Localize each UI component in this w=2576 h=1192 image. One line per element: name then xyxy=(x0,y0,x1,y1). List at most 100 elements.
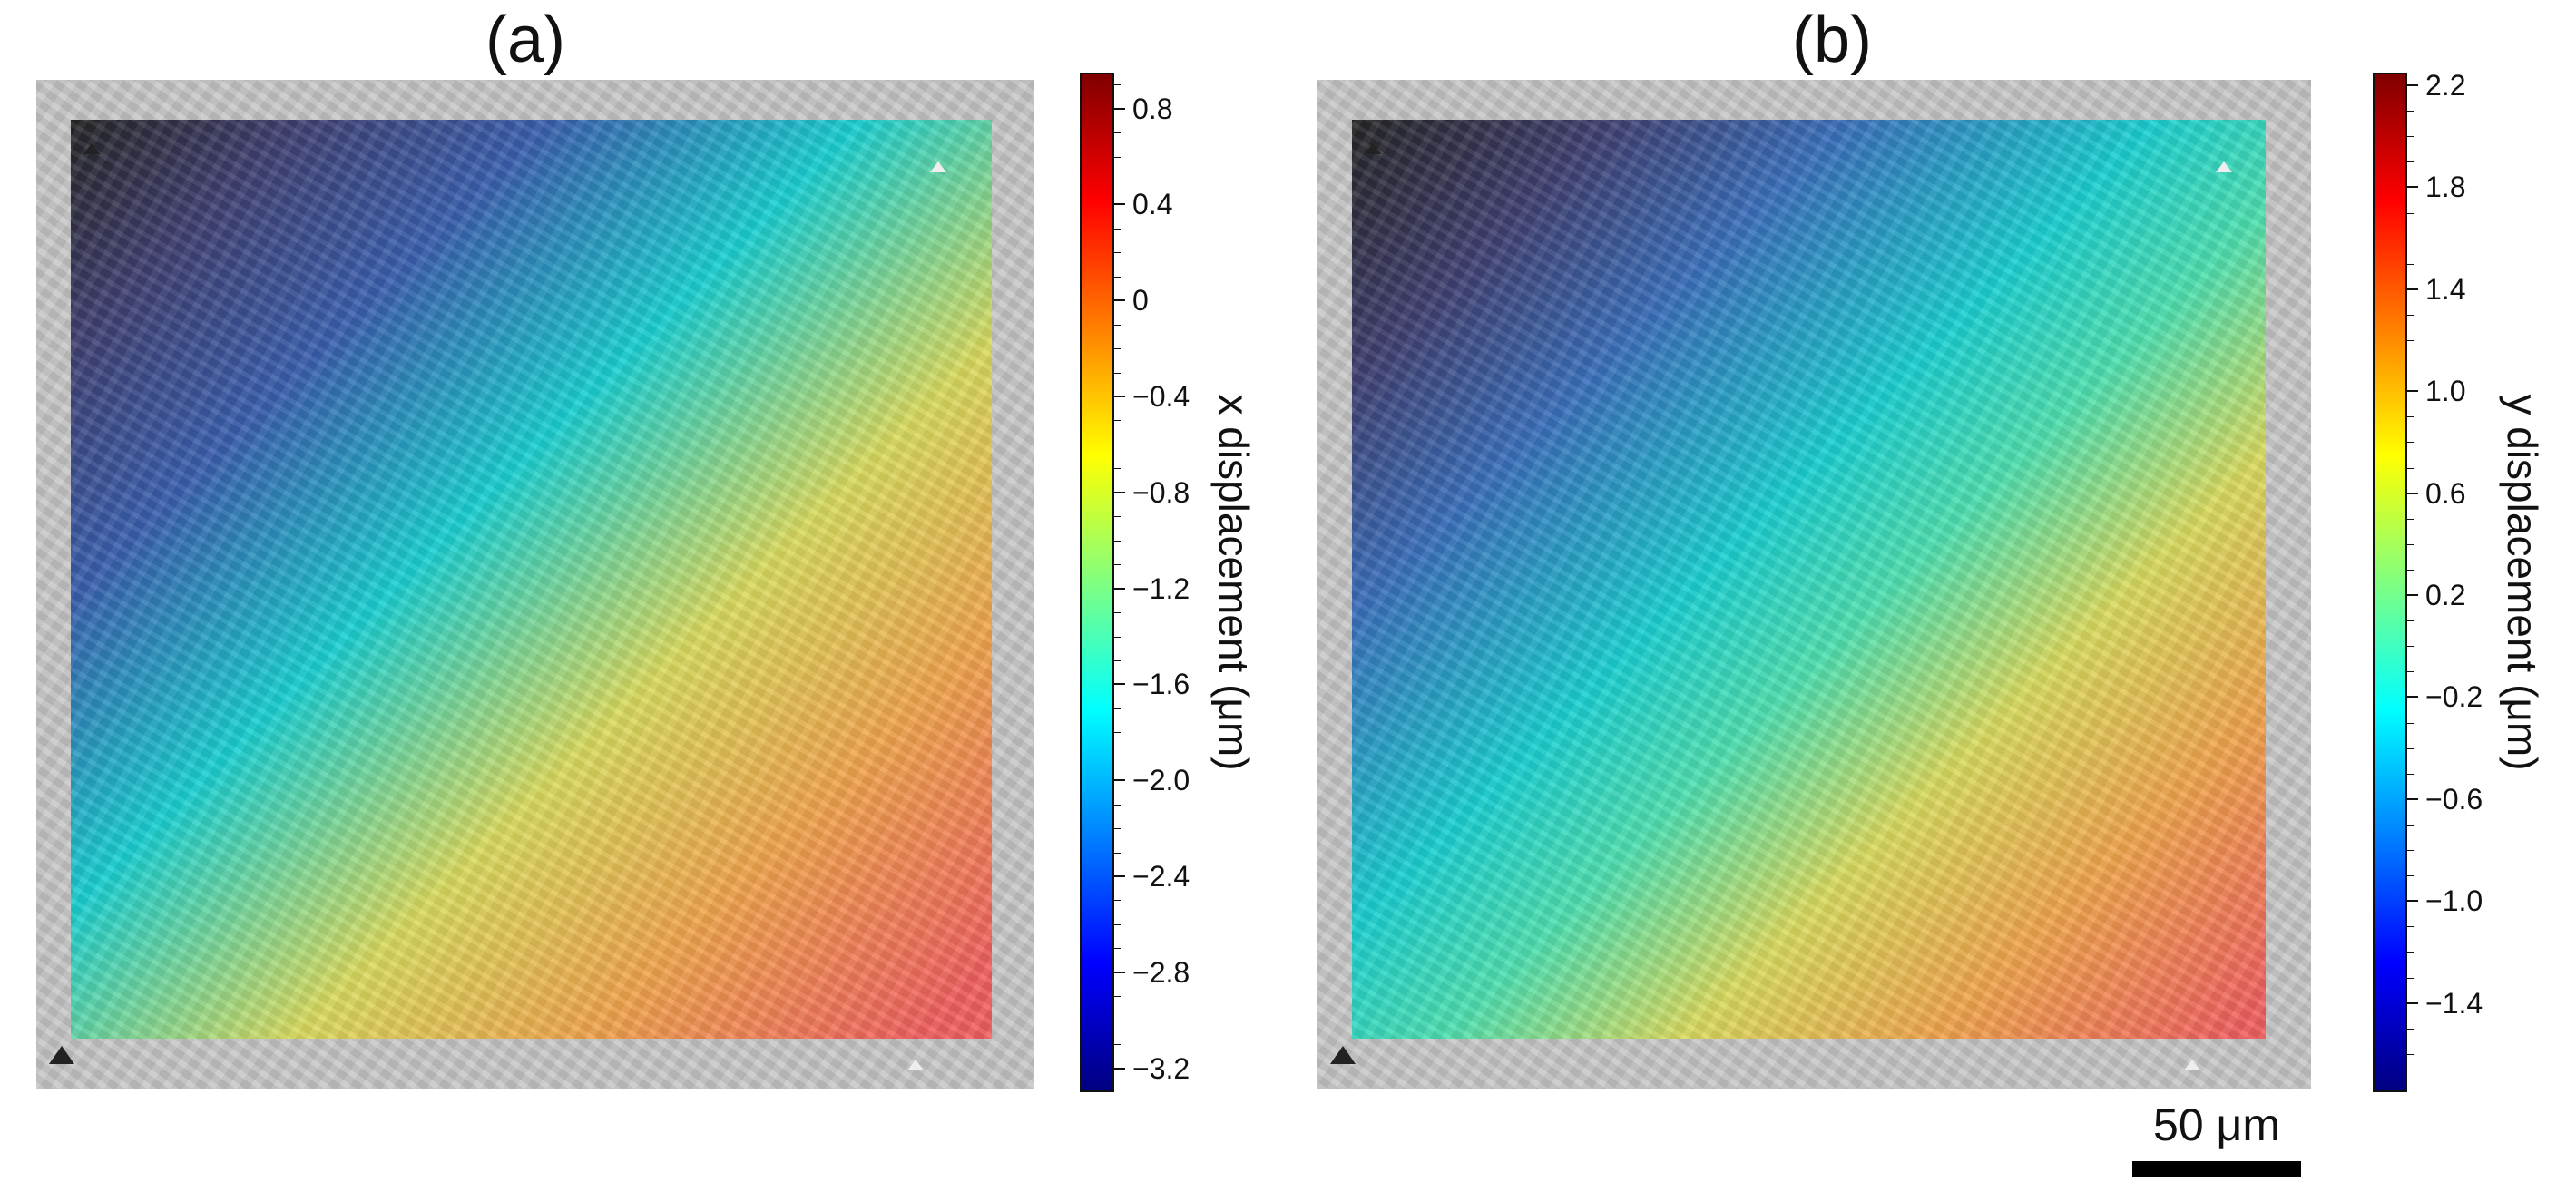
colorbar-minor-tick xyxy=(1114,468,1121,470)
scale-bar-label: 50 μm xyxy=(2153,1099,2280,1150)
colorbar-minor-tick xyxy=(1114,660,1121,661)
colorbar-tick-label: −2.0 xyxy=(1132,764,1190,797)
colorbar-minor-tick xyxy=(2407,416,2414,418)
colorbar-tick-label: 0.8 xyxy=(1132,92,1173,125)
colorbar-minor-tick xyxy=(2407,773,2414,775)
colorbar-minor-tick xyxy=(1114,948,1121,950)
colorbar-minor-tick xyxy=(2407,671,2414,673)
colorbar-minor-tick xyxy=(2407,442,2414,444)
colorbar-minor-tick xyxy=(2407,111,2414,112)
colorbar-tick-label: 1.4 xyxy=(2425,272,2466,306)
colorbar-tick xyxy=(2407,900,2418,903)
panel-a: (a) 0.8 0.4 0 −0.4 −0.8 −1.2 −1.6 −2.0 −2.4 −2.8 −… xyxy=(36,4,1258,1092)
colorbar-tick-label: 0 xyxy=(1132,284,1149,318)
fiducial-marker-icon xyxy=(2184,1060,2200,1070)
colorbar-minor-tick xyxy=(1114,732,1121,734)
colorbar-minor-tick xyxy=(2407,263,2414,265)
colorbar-tick xyxy=(2407,186,2418,189)
scale-bar xyxy=(2132,1161,2301,1177)
colorbar-minor-tick xyxy=(1114,828,1121,830)
colorbar-b xyxy=(2373,73,2407,1092)
colorbar-minor-tick xyxy=(1114,324,1121,326)
colorbar-minor-tick xyxy=(1114,852,1121,854)
colorbar-a xyxy=(1080,73,1114,1092)
colorbar-minor-tick xyxy=(2407,467,2414,469)
colorbar-tick-label: −0.2 xyxy=(2425,680,2483,714)
colorbar-minor-tick xyxy=(2407,136,2414,138)
fiducial-marker-icon xyxy=(1365,143,1381,154)
colorbar-minor-tick xyxy=(1114,804,1121,806)
colorbar-tick xyxy=(2407,594,2418,597)
microstructure-texture-b xyxy=(1352,120,2266,1039)
colorbar-minor-tick xyxy=(1114,84,1121,86)
colorbar-tick xyxy=(2407,84,2418,87)
colorbar-minor-tick xyxy=(2407,875,2414,877)
colorbar-minor-tick xyxy=(2407,1028,2414,1030)
colorbar-tick xyxy=(1114,779,1125,782)
colorbar-minor-tick xyxy=(2407,722,2414,724)
colorbar-minor-tick xyxy=(1114,900,1121,902)
colorbar-tick-label: −0.4 xyxy=(1132,380,1190,414)
colorbar-tick xyxy=(2407,492,2418,494)
colorbar-tick-label: −1.4 xyxy=(2425,986,2483,1020)
colorbar-tick xyxy=(1114,587,1125,590)
colorbar-minor-tick xyxy=(2407,340,2414,342)
colorbar-minor-tick xyxy=(2407,747,2414,749)
colorbar-tick xyxy=(2407,696,2418,699)
panel-label-a: (a) xyxy=(485,4,565,76)
colorbar-minor-tick xyxy=(1114,516,1121,518)
colorbar-minor-tick xyxy=(2407,1053,2414,1055)
colorbar-minor-tick xyxy=(1114,252,1121,254)
colorbar-tick-label: 1.8 xyxy=(2425,171,2466,204)
colorbar-tick xyxy=(1114,874,1125,877)
colorbar-tick-label: 0.2 xyxy=(2425,579,2466,612)
fiducial-marker-icon xyxy=(1330,1046,1356,1064)
colorbar-tick-label: 0.4 xyxy=(1132,188,1173,221)
colorbar-minor-tick xyxy=(1114,923,1121,925)
colorbar-tick xyxy=(1114,683,1125,686)
colorbar-title-a: x displacement (μm) xyxy=(1210,394,1258,771)
colorbar-minor-tick xyxy=(1114,132,1121,134)
colorbar-tick-label: 1.0 xyxy=(2425,375,2466,408)
fiducial-marker-icon xyxy=(49,1046,74,1064)
colorbar-minor-tick xyxy=(1114,564,1121,566)
colorbar-minor-tick xyxy=(2407,646,2414,648)
colorbar-tick xyxy=(2407,1001,2418,1004)
colorbar-tick xyxy=(1114,491,1125,493)
colorbar-minor-tick xyxy=(2407,620,2414,622)
colorbar-minor-tick xyxy=(2407,161,2414,163)
colorbar-tick-label: −1.0 xyxy=(2425,884,2483,918)
colorbar-minor-tick xyxy=(2407,314,2414,316)
colorbar-minor-tick xyxy=(1114,348,1121,350)
panel-label-b: (b) xyxy=(1792,4,1872,76)
colorbar-minor-tick xyxy=(1114,612,1121,614)
colorbar-tick xyxy=(2407,390,2418,393)
colorbar-tick-label: −0.8 xyxy=(1132,475,1190,509)
colorbar-tick-label: −1.6 xyxy=(1132,668,1190,701)
colorbar-tick xyxy=(2407,797,2418,800)
colorbar-minor-tick xyxy=(1114,228,1121,230)
colorbar-tick-label: 2.2 xyxy=(2425,69,2466,103)
colorbar-minor-tick xyxy=(2407,850,2414,852)
colorbar-minor-tick xyxy=(2407,518,2414,520)
colorbar-minor-tick xyxy=(2407,569,2414,571)
colorbar-minor-tick xyxy=(1114,420,1121,422)
fiducial-marker-icon xyxy=(907,1060,924,1070)
colorbar-tick xyxy=(1114,299,1125,302)
colorbar-minor-tick xyxy=(2407,952,2414,953)
colorbar-tick-label: −2.4 xyxy=(1132,859,1190,893)
colorbar-tick-label: −3.2 xyxy=(1132,1051,1190,1085)
colorbar-tick xyxy=(1114,107,1125,110)
colorbar-tick xyxy=(1114,1067,1125,1070)
colorbar-tick xyxy=(2407,288,2418,290)
microstructure-texture-a xyxy=(71,120,992,1039)
colorbar-tick xyxy=(1114,396,1125,398)
colorbar-minor-tick xyxy=(2407,926,2414,928)
colorbar-minor-tick xyxy=(1114,1044,1121,1046)
colorbar-minor-tick xyxy=(1114,156,1121,158)
colorbar-title-b: y displacement (μm) xyxy=(2499,394,2546,771)
colorbar-minor-tick xyxy=(1114,708,1121,709)
colorbar-minor-tick xyxy=(1114,276,1121,278)
fiducial-marker-icon xyxy=(2216,161,2232,172)
colorbar-tick-label: −0.6 xyxy=(2425,782,2483,816)
